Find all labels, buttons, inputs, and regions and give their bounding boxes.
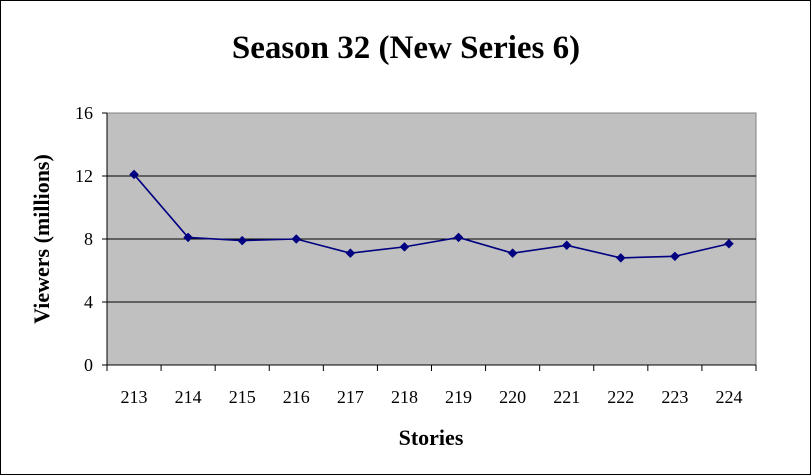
x-tick-label: 215 (229, 387, 256, 407)
series-line (133, 173, 730, 259)
axes (102, 112, 757, 371)
data-point (237, 235, 248, 246)
y-axis-title: Viewers (millions) (29, 154, 54, 324)
data-point (183, 232, 193, 243)
x-tick-label: 220 (499, 387, 526, 407)
x-axis-ticks: 213 214 215 216 217 218 219 220 221 222 223 224 (121, 387, 743, 407)
y-tick-label: 8 (84, 229, 93, 249)
y-tick-label: 16 (75, 103, 93, 123)
x-tick-label: 222 (607, 387, 634, 407)
data-point (670, 251, 680, 262)
y-tick-label: 4 (84, 292, 93, 312)
data-point (615, 253, 626, 263)
y-tick-label: 12 (75, 166, 93, 186)
x-tick-label: 224 (715, 387, 742, 407)
data-point (507, 248, 518, 259)
x-tick-label: 221 (553, 387, 580, 407)
data-point (291, 234, 302, 244)
x-axis-title: Stories (399, 425, 464, 450)
data-point (129, 169, 139, 180)
x-tick-label: 218 (391, 387, 418, 407)
x-tick-label: 219 (445, 387, 472, 407)
data-point (345, 248, 356, 259)
chart-title: Season 32 (New Series 6) (232, 30, 580, 66)
y-tick-label: 0 (84, 355, 93, 375)
data-point (561, 240, 572, 251)
x-tick-label: 214 (175, 387, 202, 407)
x-tick-label: 216 (283, 387, 310, 407)
data-point (453, 232, 464, 243)
data-point (724, 238, 734, 249)
y-axis-ticks: 0 4 8 12 16 (75, 103, 93, 375)
x-tick-label: 223 (661, 387, 688, 407)
data-point (399, 242, 410, 252)
series-layer (129, 169, 734, 263)
x-tick-label: 217 (337, 387, 364, 407)
x-tick-label: 213 (121, 387, 148, 407)
